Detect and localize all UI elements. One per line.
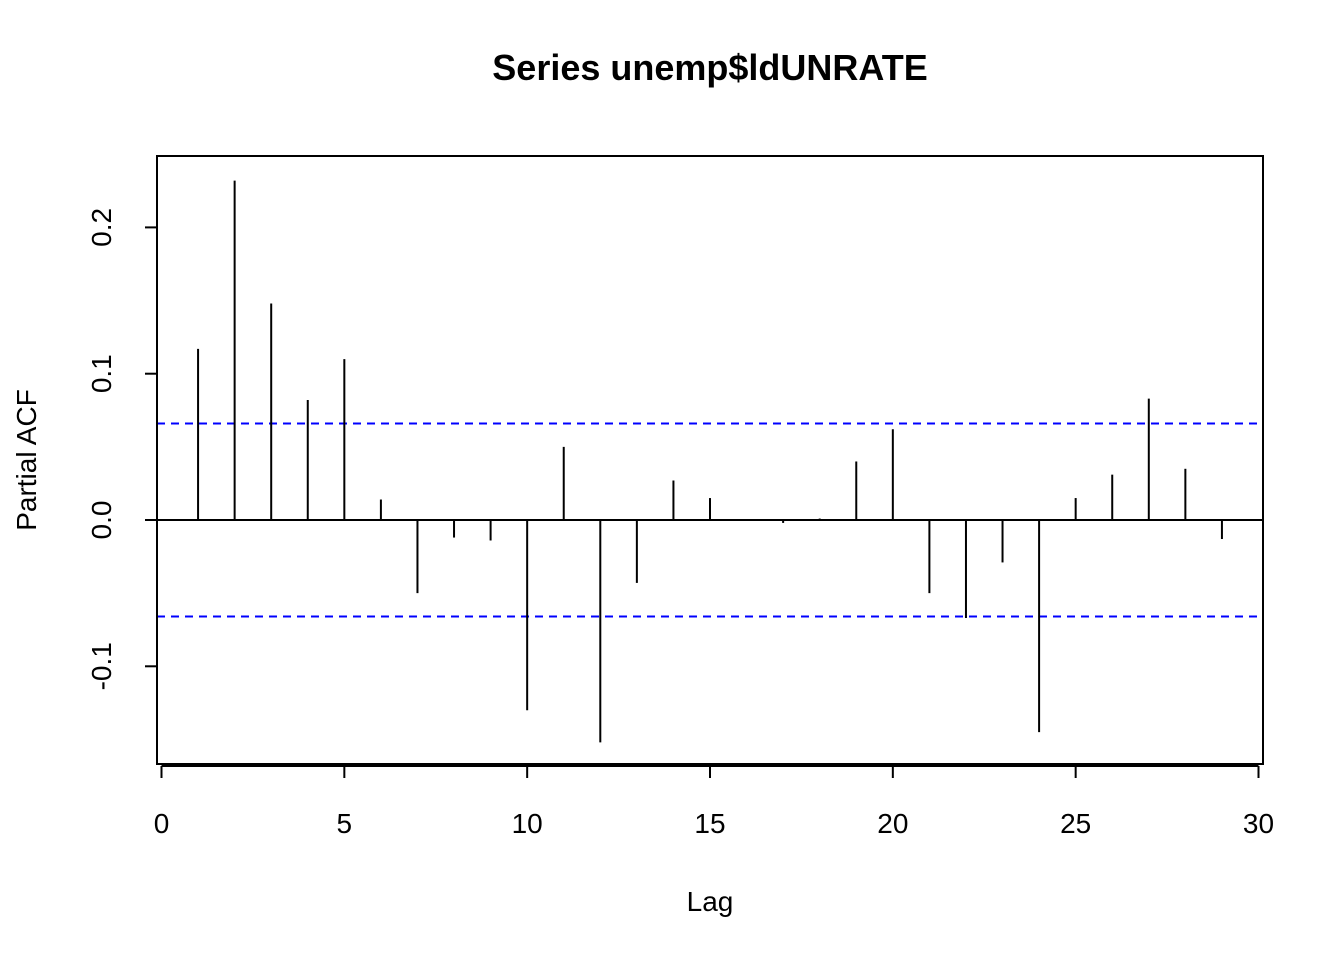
x-tick-label-0: 0 bbox=[154, 808, 170, 839]
y-tick-label--0.1: -0.1 bbox=[86, 642, 117, 690]
confidence-bounds bbox=[157, 422, 1263, 618]
y-tick-label-0.1: 0.1 bbox=[86, 354, 117, 393]
x-tick-label-10: 10 bbox=[512, 808, 543, 839]
x-tick-label-30: 30 bbox=[1243, 808, 1274, 839]
plot-frame bbox=[156, 155, 1264, 765]
chart-title: Series unemp$ldUNRATE bbox=[492, 47, 927, 88]
y-tick-label-0.2: 0.2 bbox=[86, 208, 117, 247]
x-tick-label-15: 15 bbox=[694, 808, 725, 839]
y-tick-label-0.0: 0.0 bbox=[86, 501, 117, 540]
x-tick-label-20: 20 bbox=[877, 808, 908, 839]
x-tick-label-25: 25 bbox=[1060, 808, 1091, 839]
x-tick-label-5: 5 bbox=[337, 808, 353, 839]
x-axis: 0 5 10 15 20 25 30 bbox=[154, 765, 1274, 839]
pacf-bars bbox=[197, 180, 1223, 743]
y-axis-label: Partial ACF bbox=[11, 389, 42, 531]
x-axis-label: Lag bbox=[687, 886, 734, 917]
y-axis: -0.1 0.0 0.1 0.2 bbox=[86, 208, 158, 690]
